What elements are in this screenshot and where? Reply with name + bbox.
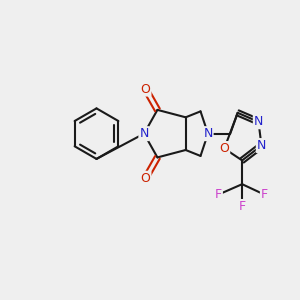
Text: F: F (238, 200, 246, 213)
Text: O: O (141, 82, 151, 96)
Text: O: O (219, 142, 229, 155)
Text: F: F (261, 188, 268, 201)
Text: N: N (254, 115, 263, 128)
Text: N: N (140, 127, 149, 140)
Text: N: N (257, 139, 266, 152)
Text: F: F (215, 188, 222, 201)
Text: N: N (203, 127, 213, 140)
Text: O: O (141, 172, 151, 185)
